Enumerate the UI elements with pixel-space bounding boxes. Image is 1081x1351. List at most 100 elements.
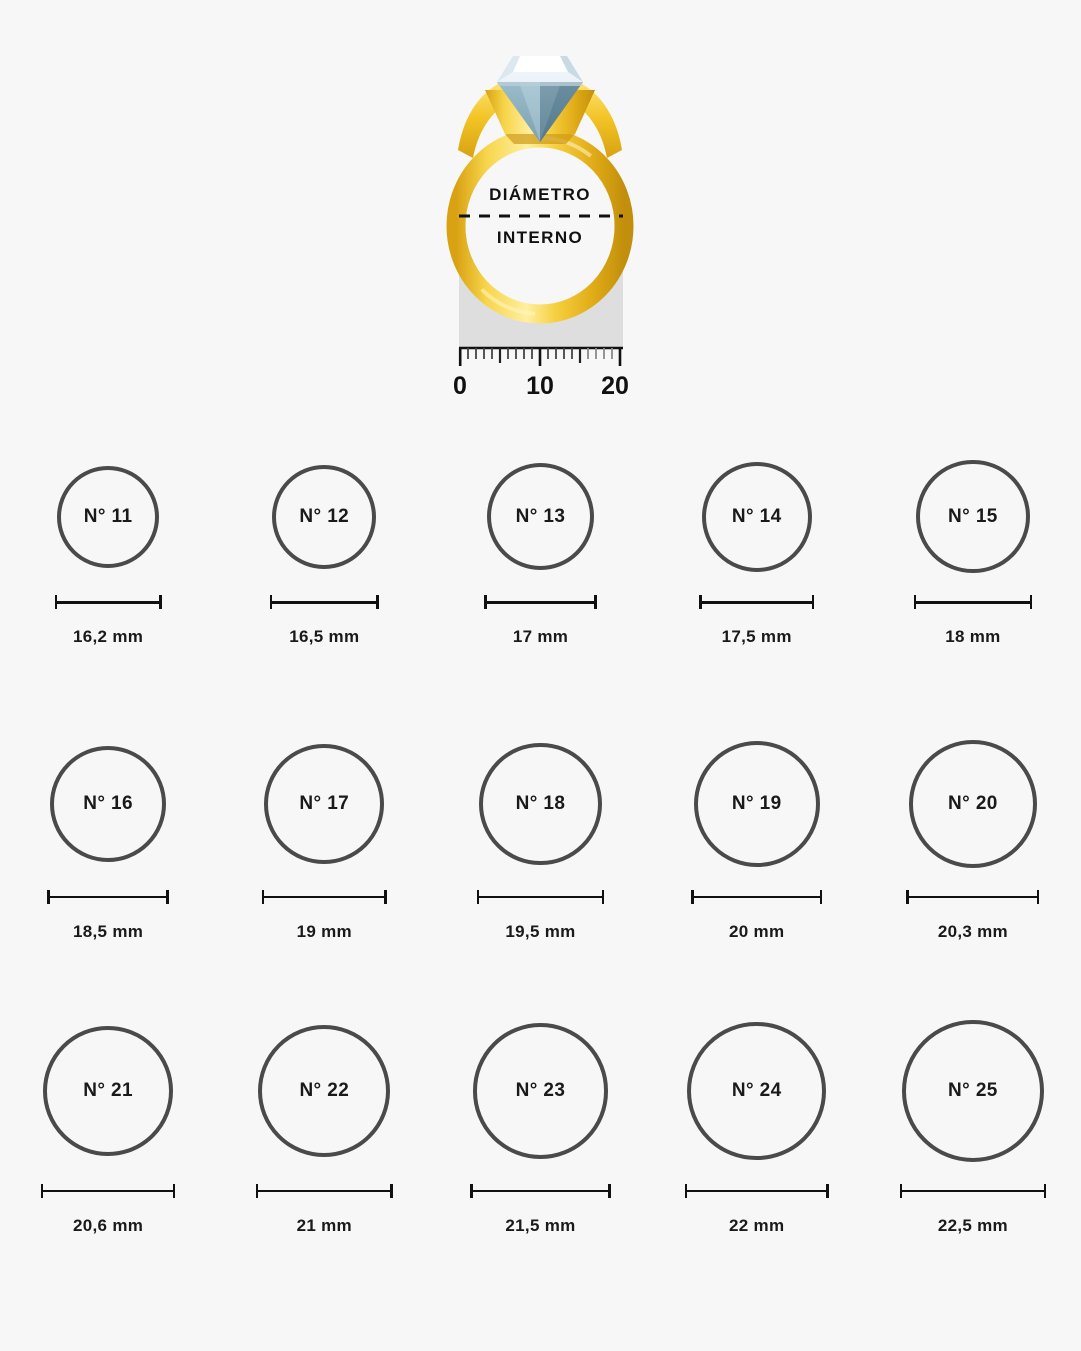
ring-size-circle[interactable]: N° 13 [486, 463, 595, 571]
gem-facet-c1 [497, 56, 520, 82]
measure-bar [906, 889, 1040, 904]
measure-bar-cap-right [601, 889, 605, 904]
ring-illustration-svg: 0 10 20 [446, 56, 634, 400]
ring-size-circle[interactable]: N° 24 [687, 1021, 826, 1161]
ring-size-circle[interactable]: N° 17 [264, 744, 385, 864]
ring-size-number: N° 15 [948, 505, 998, 527]
ring-size-grid: N° 11 16,2 mm N° 12 16,5 mm N° 13 17 mm N° 14 1… [0, 440, 1081, 1351]
measure-bar [913, 595, 1033, 610]
measure-bar-cap-left [684, 1183, 688, 1198]
ring-circle-area: N° 24 [687, 1020, 826, 1162]
ring-size-number: N° 11 [83, 505, 133, 527]
ring-row: N° 21 20,6 mm N° 22 21 mm N° 23 21,5 mm N° 24 2… [0, 1020, 1081, 1310]
ring-size-circle[interactable]: N° 18 [479, 742, 602, 866]
ring-size-cell: N° 18 19,5 mm [432, 740, 648, 1010]
ring-size-number: N° 21 [83, 1079, 133, 1101]
ring-inner-hole [465, 147, 615, 305]
ring-size-circle[interactable]: N° 12 [272, 464, 377, 569]
gem-facet-c3 [497, 72, 583, 82]
measure-bar-cap-left [899, 1183, 903, 1198]
measure-bar [261, 889, 387, 904]
measure-bar-cap-right [1043, 1183, 1047, 1198]
ring-diameter-label: 20 mm [729, 921, 785, 941]
measure-bar [899, 1183, 1047, 1198]
measure-bar-line [261, 895, 387, 899]
ruler-label-0: 0 [453, 372, 467, 400]
ring-diameter-label: 22 mm [729, 1215, 785, 1235]
measure-bar-cap-left [691, 889, 694, 904]
ring-size-cell: N° 24 22 mm [649, 1020, 865, 1310]
measure-bar-line [470, 1189, 611, 1193]
measure-bar-cap-left [913, 595, 917, 610]
measure-bar-line [40, 1189, 176, 1193]
measure-bar-cap-left [54, 595, 58, 610]
ring-diagram: 0 10 20 DIÁMETRO INTERNO [0, 0, 1081, 440]
ring-diameter-label: 16,5 mm [289, 627, 360, 647]
gem-facet-p2 [519, 82, 540, 142]
ring-diameter-label: 22,5 mm [937, 1215, 1008, 1235]
ring-circle-area: N° 22 [258, 1020, 391, 1162]
ring-circle-area: N° 16 [49, 740, 167, 868]
measure-bar-cap-right [826, 1183, 829, 1198]
diameter-label-bottom: INTERNO [496, 228, 584, 247]
measure-bar-cap-right [811, 595, 815, 610]
ring-size-cell: N° 21 20,6 mm [0, 1020, 216, 1310]
ring-size-cell: N° 17 19 mm [216, 740, 432, 1010]
ring-size-number: N° 22 [299, 1079, 350, 1101]
measure-bar-cap-left [476, 889, 480, 904]
ring-size-circle[interactable]: N° 23 [472, 1023, 609, 1159]
ring-size-number: N° 12 [299, 505, 350, 527]
measure-bar-cap-right [1029, 595, 1033, 610]
ring-row: N° 11 16,2 mm N° 12 16,5 mm N° 13 17 mm N° 14 1… [0, 460, 1081, 720]
measure-bar-line [255, 1189, 393, 1193]
measure-bar-line [484, 601, 597, 604]
ring-diameter-label: 21 mm [296, 1215, 352, 1235]
measure-bar [54, 595, 162, 610]
measure-bar-cap-left [255, 1183, 259, 1198]
measure-bar [40, 1183, 176, 1198]
measure-bar-cap-right [819, 889, 823, 904]
ring-size-number: N° 20 [948, 792, 998, 814]
measure-bar-cap-right [166, 889, 169, 904]
gem-facet-p4 [540, 82, 583, 142]
measure-bar-line [699, 601, 815, 604]
measure-bar-line [906, 895, 1040, 899]
ring-size-circle[interactable]: N° 22 [258, 1024, 391, 1158]
ring-size-circle[interactable]: N° 15 [916, 460, 1030, 574]
gem-facet-c2 [560, 56, 583, 82]
ring-size-circle[interactable]: N° 19 [693, 740, 820, 867]
ring-size-circle[interactable]: N° 20 [908, 740, 1037, 868]
measure-bar [476, 889, 605, 904]
measure-bar [269, 595, 379, 610]
ring-size-cell: N° 22 21 mm [216, 1020, 432, 1310]
ring-circle-area: N° 20 [908, 740, 1037, 868]
ring-size-circle[interactable]: N° 16 [49, 745, 167, 863]
measure-bar-cap-right [594, 595, 597, 610]
ring-size-circle[interactable]: N° 25 [902, 1020, 1044, 1162]
ring-size-circle[interactable]: N° 21 [43, 1025, 173, 1156]
ring-size-circle[interactable]: N° 11 [57, 465, 160, 568]
measure-bar-line [54, 601, 162, 604]
measure-bar-cap-left [269, 595, 273, 610]
measure-bar-line [913, 601, 1033, 604]
ring-diameter-label: 17 mm [512, 627, 569, 647]
ring-size-number: N° 16 [83, 792, 133, 814]
measure-bar-line [899, 1189, 1047, 1193]
measure-bar-cap-right [159, 595, 162, 610]
ring-diameter-label: 20,6 mm [73, 1215, 144, 1235]
measure-bar-cap-right [1036, 889, 1040, 904]
ring-circle-area: N° 17 [264, 740, 385, 868]
measure-bar-cap-left [261, 889, 265, 904]
ring-size-cell: N° 14 17,5 mm [649, 460, 865, 720]
ring-size-circle[interactable]: N° 14 [701, 461, 812, 572]
ruler-label-10: 10 [526, 372, 554, 400]
ring-size-number: N° 25 [948, 1079, 998, 1101]
measure-bar-cap-left [699, 595, 702, 610]
ring-circle-area: N° 18 [479, 740, 602, 868]
ring-diameter-label: 17,5 mm [721, 627, 792, 647]
measure-bar [47, 889, 169, 904]
measure-bar [699, 595, 815, 610]
ring-size-cell: N° 13 17 mm [432, 460, 648, 720]
measure-bar-cap-right [390, 1183, 393, 1198]
ring-circle-area: N° 13 [486, 460, 595, 573]
